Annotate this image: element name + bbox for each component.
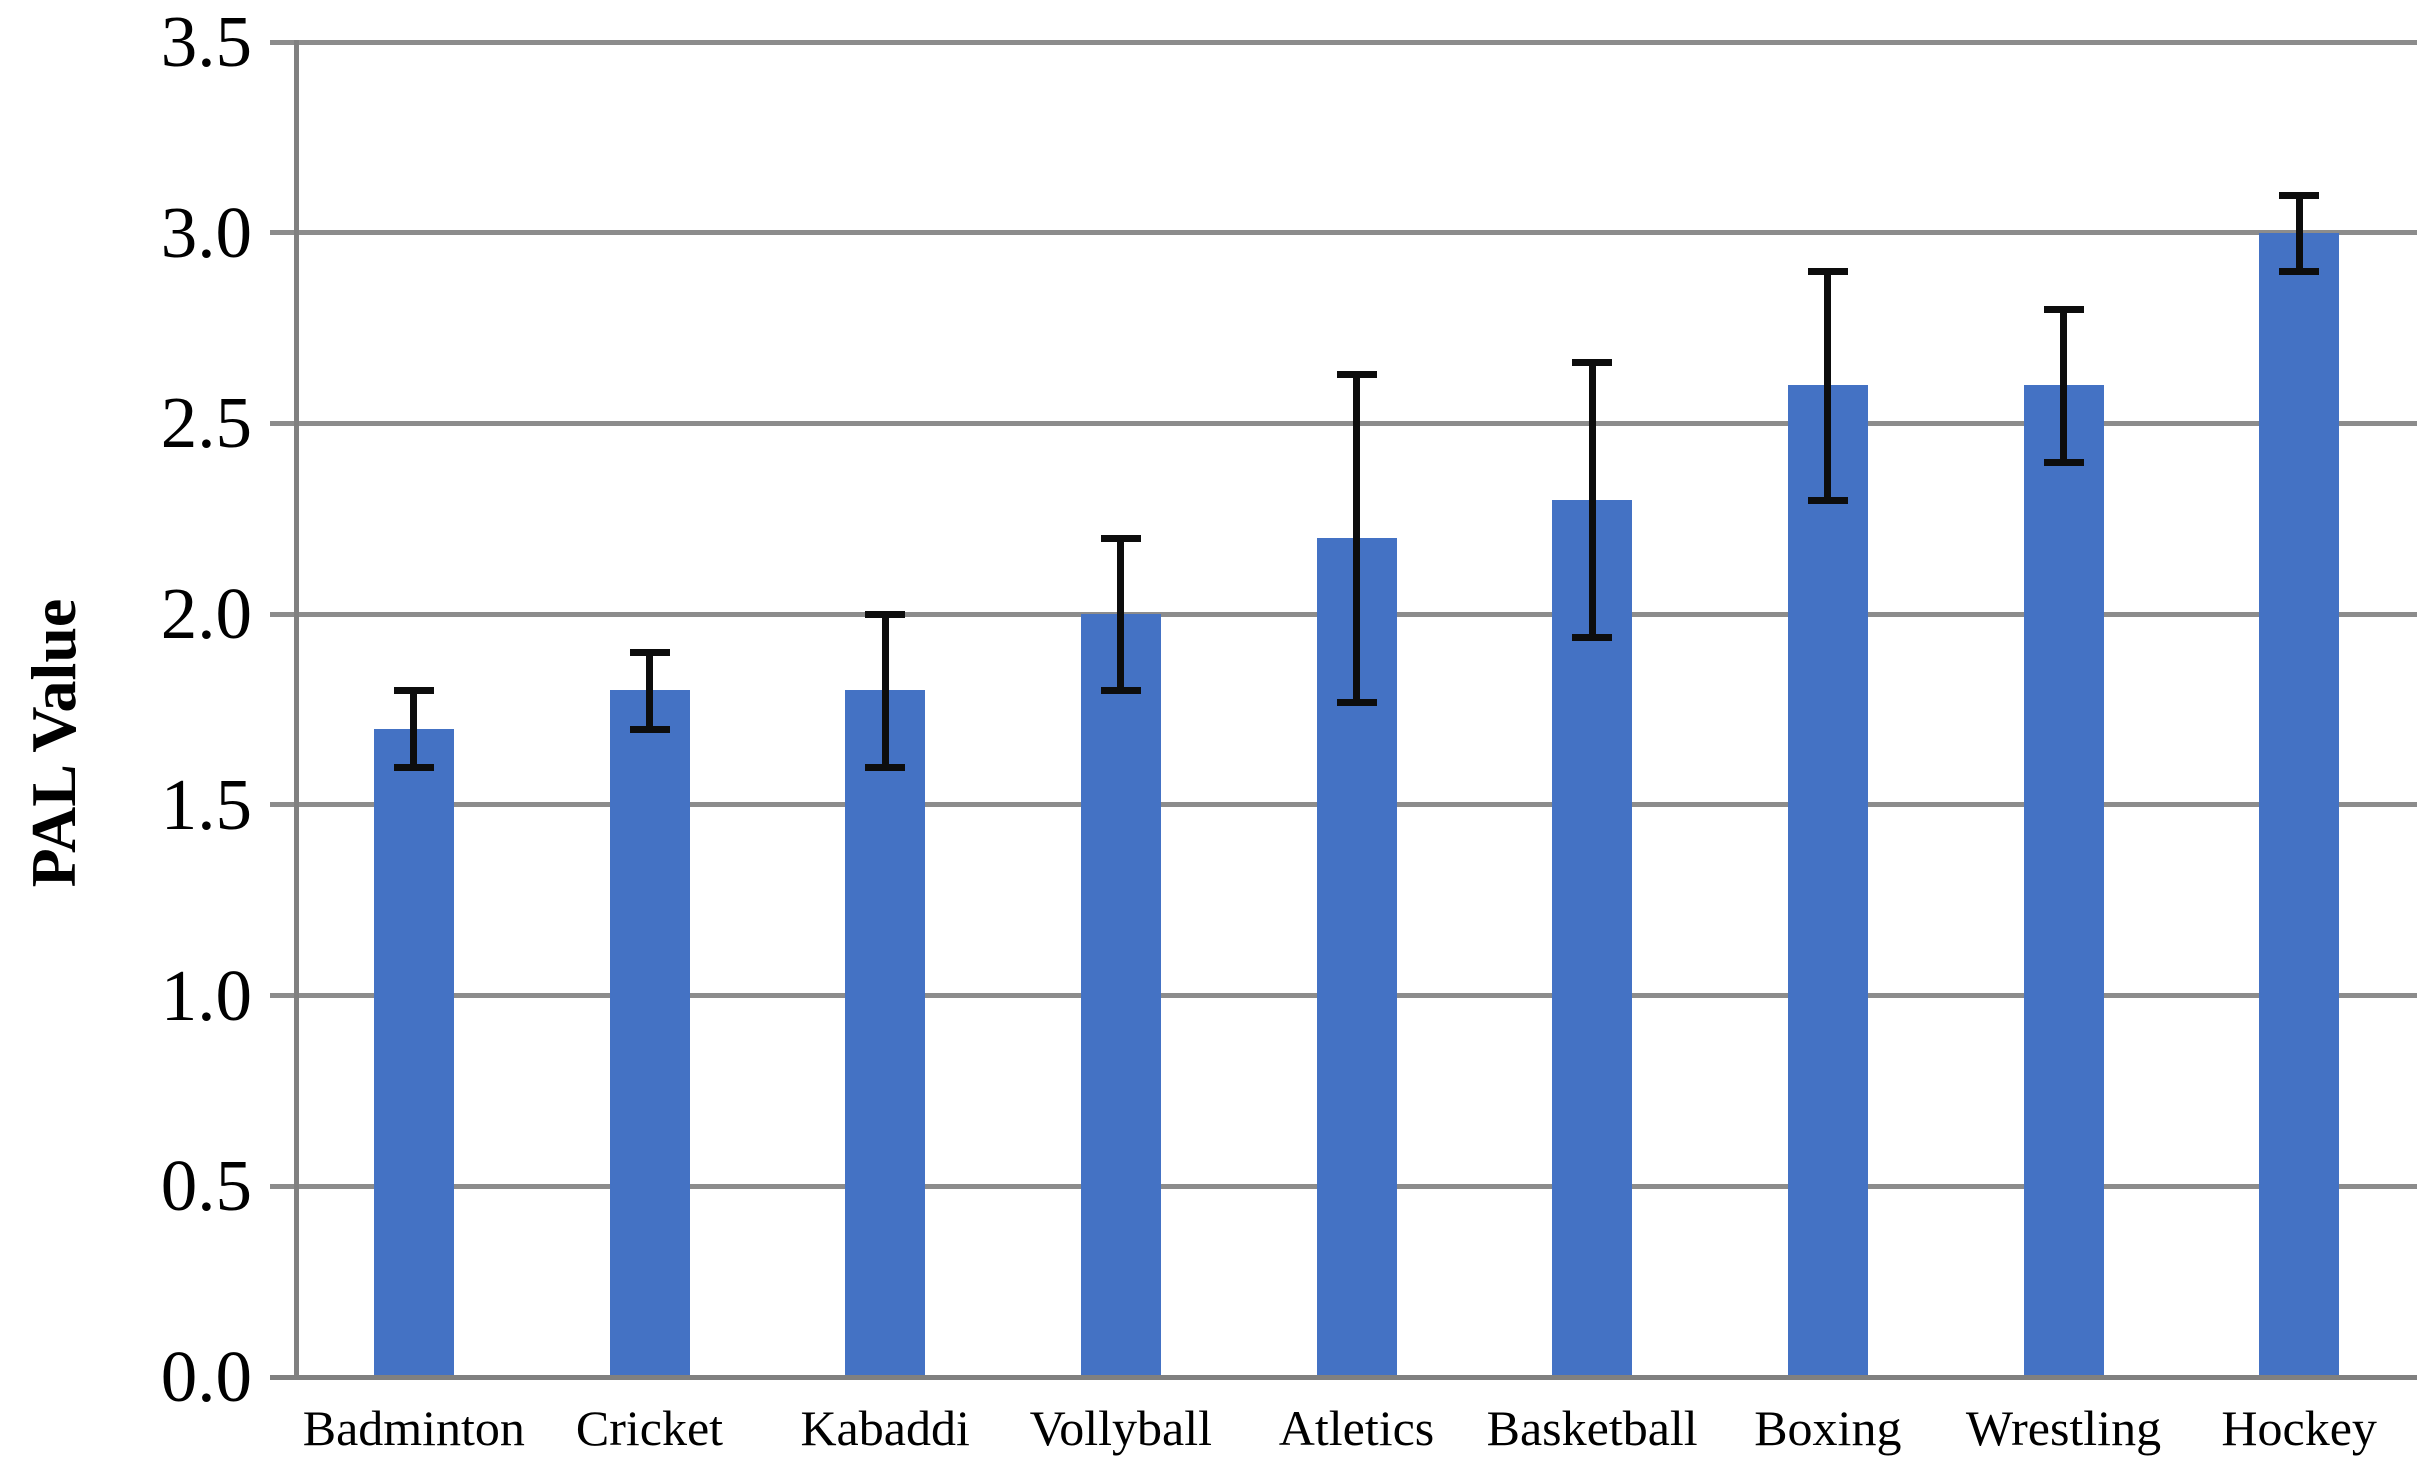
- y-tick-label: 0.5: [160, 1145, 252, 1227]
- error-bar-cap-bottom: [865, 763, 906, 771]
- bar-kabaddi: [845, 690, 926, 1377]
- y-axis-tick: [270, 993, 296, 999]
- y-tick-label: 1.0: [160, 954, 252, 1036]
- x-tick-label: Vollyball: [1029, 1400, 1213, 1456]
- error-bar-cap-bottom: [2043, 458, 2084, 466]
- error-bar-cap-bottom: [1336, 698, 1377, 706]
- error-bar-cap-bottom: [629, 725, 670, 733]
- error-bar-line: [646, 652, 653, 729]
- error-bar-cap-top: [629, 649, 670, 657]
- gridline: [296, 39, 2417, 45]
- bar-badminton: [373, 728, 454, 1377]
- error-bar-cap-top: [393, 687, 434, 695]
- error-bar-cap-bottom: [1807, 496, 1848, 504]
- bar-boxing: [1787, 385, 1868, 1377]
- bar-wrestling: [2023, 385, 2104, 1377]
- error-bar-line: [410, 690, 418, 767]
- error-bar-line: [1117, 537, 1125, 691]
- error-bar-line: [1824, 270, 1832, 500]
- bar-basketball: [1552, 499, 1633, 1377]
- gridline: [296, 230, 2417, 236]
- x-axis-line: [270, 1374, 2417, 1380]
- y-tick-label: 3.5: [160, 1, 252, 82]
- y-axis-tick: [270, 230, 296, 236]
- y-axis-tick: [270, 802, 296, 808]
- y-axis-line: [293, 39, 299, 1380]
- error-bar-line: [2295, 194, 2303, 271]
- bar-vollyball: [1080, 614, 1161, 1377]
- y-axis-tick: [270, 1183, 296, 1189]
- x-tick-label: Kabaddi: [800, 1400, 970, 1456]
- x-tick-label: Hockey: [2221, 1400, 2377, 1456]
- bar-cricket: [609, 690, 690, 1377]
- x-tick-label: Atletics: [1278, 1400, 1435, 1456]
- error-bar-cap-bottom: [1100, 687, 1141, 695]
- error-bar-cap-bottom: [1572, 634, 1613, 642]
- error-bar-cap-top: [1100, 534, 1141, 542]
- y-tick-label: 2.5: [160, 382, 252, 464]
- error-bar-line: [1588, 362, 1596, 638]
- x-tick-label: Badminton: [302, 1400, 525, 1456]
- error-bar-cap-top: [2043, 306, 2084, 313]
- x-tick-label: Wrestling: [1965, 1400, 2162, 1456]
- y-tick-label: 0.0: [160, 1336, 252, 1417]
- error-bar-cap-top: [1336, 370, 1377, 378]
- error-bar-line: [1353, 373, 1360, 702]
- y-tick-label: 2.0: [160, 573, 252, 655]
- error-bar-cap-top: [2279, 191, 2320, 199]
- error-bar-line: [881, 614, 889, 767]
- y-axis-tick: [270, 611, 296, 617]
- error-bar-cap-bottom: [393, 763, 434, 771]
- error-bar-cap-top: [865, 611, 906, 619]
- x-tick-label: Boxing: [1754, 1400, 1902, 1456]
- y-axis-tick: [270, 420, 296, 426]
- error-bar-cap-top: [1807, 267, 1848, 275]
- y-tick-label: 1.5: [160, 763, 252, 845]
- error-bar-cap-top: [1572, 359, 1613, 367]
- error-bar-cap-bottom: [2279, 267, 2320, 275]
- error-bar-line: [2060, 309, 2067, 462]
- x-tick-label: Basketball: [1486, 1400, 1698, 1456]
- y-tick-label: 3.0: [160, 191, 252, 273]
- y-axis-tick: [270, 39, 296, 45]
- x-tick-label: Cricket: [575, 1400, 724, 1456]
- bar-hockey: [2259, 232, 2340, 1377]
